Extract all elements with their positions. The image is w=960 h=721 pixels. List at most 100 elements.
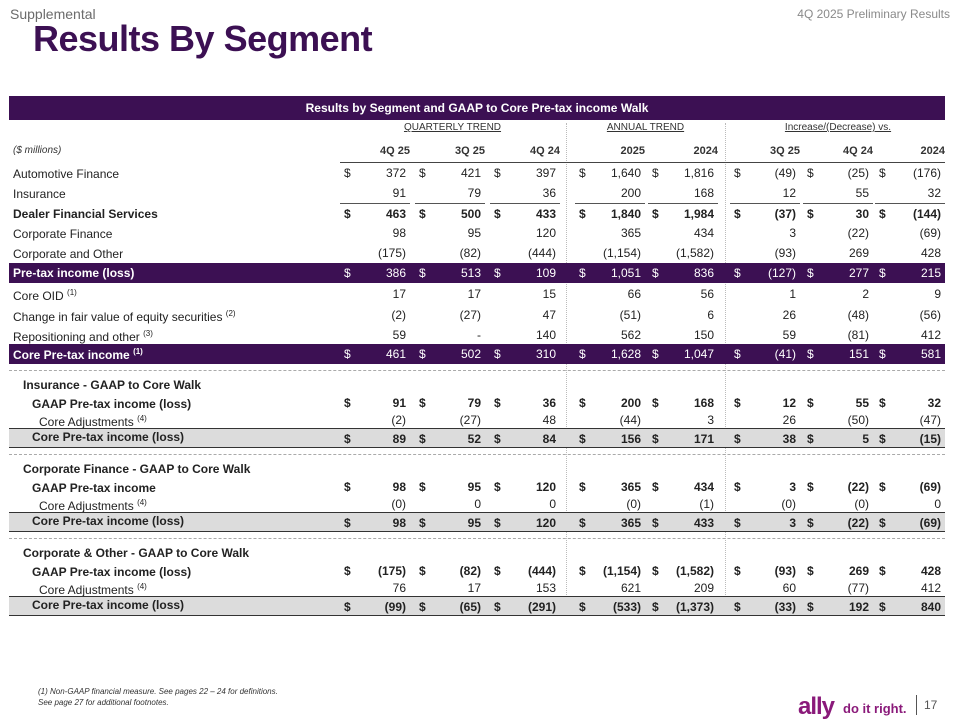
row-label: Core Adjustments (4) [39, 582, 147, 597]
row-label: GAAP Pre-tax income [32, 481, 156, 495]
table-cell: $ (41) [734, 347, 796, 361]
table-cell: (1,582) [675, 246, 714, 260]
table-cell: $ (444) [494, 564, 556, 578]
column-divider [566, 123, 567, 615]
footnote-ref: (4) [137, 582, 147, 591]
table-cell: 12 [782, 186, 796, 200]
table-cell: 0 [474, 497, 481, 511]
table-cell: $ (15) [879, 432, 941, 446]
table-cell: $95 [419, 516, 481, 530]
table-cell: $ (93) [734, 564, 796, 578]
table-cell: 66 [627, 287, 641, 301]
row-label: Core Pre-tax income (loss) [32, 514, 185, 528]
row-label: Core Pre-tax income (1) [13, 347, 143, 362]
table-row: GAAP Pre-tax income (loss) $91 $79 $36 $200 $… [9, 393, 945, 413]
table-cell: $3 [734, 516, 796, 530]
table-cell: $513 [419, 266, 481, 280]
table-cell: $421 [419, 166, 481, 180]
table-cell: (81) [847, 328, 869, 342]
table-row: Core Pre-tax income (1) $461 $502 $310 $1,62… [9, 344, 945, 364]
section-label: Supplemental [10, 6, 96, 22]
table-cell: $1,628 [579, 347, 641, 361]
table-cell: 621 [620, 581, 641, 595]
group-header-quarterly: QUARTERLY TREND [403, 122, 502, 133]
table-cell: $38 [734, 432, 796, 446]
table-cell: 562 [620, 328, 641, 342]
table-cell: 79 [467, 186, 481, 200]
table-cell: $269 [807, 564, 869, 578]
table-cell: 209 [693, 581, 714, 595]
table-cell: (82) [459, 246, 481, 260]
table-cell: $428 [879, 564, 941, 578]
table-cell: $502 [419, 347, 481, 361]
row-label: GAAP Pre-tax income (loss) [32, 397, 192, 411]
table-row: Core Pre-tax income (loss) $ (99) $ (65) $ (29… [9, 596, 945, 616]
table-cell: $84 [494, 432, 556, 446]
table-cell: $ (82) [419, 564, 481, 578]
table-cell: $ (49) [734, 166, 796, 180]
units-label: ($ millions) [13, 145, 62, 156]
column-header: 2025 [620, 145, 645, 157]
table-cell: $91 [344, 396, 406, 410]
table-row: Corporate Finance 98 95 120 365 434 3 (22) (69) [9, 223, 945, 243]
table-cell: $109 [494, 266, 556, 280]
table-cell: $365 [579, 516, 641, 530]
table-row: Insurance 91 79 36 200 168 12 55 32 [9, 183, 945, 203]
table-cell: (1,154) [602, 246, 641, 260]
table-cell: 6 [707, 308, 714, 322]
table-cell: 200 [620, 186, 641, 200]
table-cell: $1,984 [648, 203, 718, 223]
table-cell: - [477, 328, 481, 342]
footnote-ref: (4) [137, 498, 147, 507]
ally-logo: ally [798, 693, 835, 720]
row-label: Corporate and Other [13, 247, 124, 261]
table-cell: 59 [392, 328, 406, 342]
table-cell: (50) [847, 413, 869, 427]
table-cell: $ (291) [494, 600, 556, 614]
table-cell: 15 [542, 287, 556, 301]
table-cell: 0 [549, 497, 556, 511]
table-cell: $168 [652, 396, 714, 410]
table-cell: $ (22) [807, 516, 869, 530]
table-cell: $ (69) [879, 516, 941, 530]
table-cell: $836 [652, 266, 714, 280]
table-cell: (47) [919, 413, 941, 427]
table-cell: $3 [734, 480, 796, 494]
table-cell: $433 [652, 516, 714, 530]
table-cell: 59 [782, 328, 796, 342]
brand-slogan: do it right. [843, 701, 907, 716]
table-cell: $98 [344, 516, 406, 530]
table-cell: 153 [535, 581, 556, 595]
table-cell: (69) [919, 226, 941, 240]
group-header-change: Increase/(Decrease) vs. [784, 122, 892, 133]
table-cell: $151 [807, 347, 869, 361]
table-cell: (0) [626, 497, 641, 511]
table-cell: 168 [693, 186, 714, 200]
table-cell: 98 [392, 226, 406, 240]
table-cell: $1,840 [575, 203, 645, 223]
table-cell: 428 [920, 246, 941, 260]
table-cell: $156 [579, 432, 641, 446]
table-cell: 2 [862, 287, 869, 301]
table-cell: $365 [579, 480, 641, 494]
section-divider [9, 454, 945, 455]
section-divider [9, 538, 945, 539]
row-label: Change in fair value of equity securitie… [13, 309, 236, 324]
footnote-ref: (1) [67, 288, 77, 297]
table-cell: $30 [803, 203, 873, 223]
page-number: 17 [924, 698, 938, 712]
table-cell: (1) [699, 497, 714, 511]
table-cell: $581 [879, 347, 941, 361]
table-cell: $500 [415, 203, 485, 223]
table-cell: 150 [693, 328, 714, 342]
table-cell: $ (37) [730, 203, 800, 223]
table-cell: $ (1,373) [652, 600, 714, 614]
table-cell: 140 [535, 328, 556, 342]
table-cell: (27) [459, 308, 481, 322]
table-cell: 26 [782, 308, 796, 322]
column-header: 4Q 24 [843, 145, 873, 157]
report-label: 4Q 2025 Preliminary Results [797, 7, 950, 21]
table-cell: $ (99) [344, 600, 406, 614]
column-header: 4Q 24 [530, 145, 560, 157]
table-cell: 56 [700, 287, 714, 301]
